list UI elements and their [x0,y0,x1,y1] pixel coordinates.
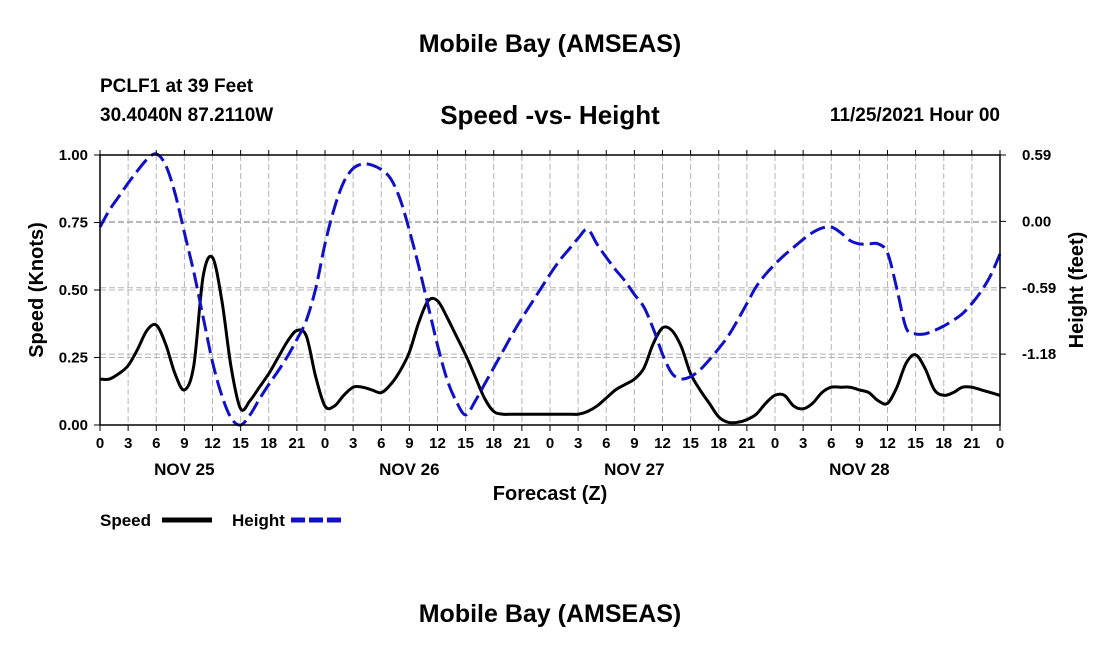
x-tick-label: 15 [457,435,474,452]
y-right-tick-label: 0.59 [1022,147,1051,164]
x-tick-label: 6 [377,435,385,452]
y-right-tick-label: 0.00 [1022,213,1051,230]
y-left-tick-label: 0.25 [59,350,88,367]
x-tick-label: 18 [710,435,727,452]
x-tick-label: 0 [96,435,104,452]
x-tick-label: 6 [152,435,160,452]
x-day-label: NOV 25 [154,460,214,479]
legend-height-label: Height [232,511,285,530]
x-tick-label: 6 [602,435,610,452]
x-tick-label: 12 [879,435,896,452]
x-tick-label: 12 [429,435,446,452]
x-tick-label: 15 [682,435,699,452]
y-axis-left-label: Speed (Knots) [26,222,48,358]
x-tick-label: 0 [996,435,1004,452]
x-day-label: NOV 27 [604,460,664,479]
y-left-tick-label: 0.75 [59,215,88,232]
legend-speed-label: Speed [100,511,151,530]
x-tick-label: 0 [546,435,554,452]
x-tick-label: 0 [321,435,329,452]
x-axis-label: Forecast (Z) [493,483,607,505]
axes: 0 3 6 9 12 15 18 21 0 3 6 9 12 15 18 21 0 3 6 9 12 15 18 21 0 3 6 9… [59,147,1056,479]
speed-height-chart: 0 3 6 9 12 15 18 21 0 3 6 9 12 15 18 21 0 3 6 9 12 15 18 21 0 3 6 9… [0,0,1100,650]
x-tick-label: 12 [654,435,671,452]
x-tick-label: 3 [574,435,582,452]
x-tick-label: 0 [771,435,779,452]
x-day-label: NOV 28 [829,460,889,479]
x-tick-label: 21 [739,435,756,452]
x-tick-label: 18 [260,435,277,452]
x-tick-label: 21 [964,435,981,452]
x-tick-label: 3 [349,435,357,452]
y-left-tick-label: 0.00 [59,417,88,434]
legend: Speed Height [100,511,341,530]
y-right-tick-label: -1.18 [1022,346,1056,363]
x-day-label: NOV 26 [379,460,439,479]
x-tick-label: 21 [514,435,531,452]
footer-title: Mobile Bay (AMSEAS) [0,600,1100,629]
x-tick-label: 18 [935,435,952,452]
x-tick-label: 3 [799,435,807,452]
y-left-tick-label: 1.00 [59,147,88,164]
x-tick-label: 6 [827,435,835,452]
x-tick-label: 3 [124,435,132,452]
x-tick-label: 12 [204,435,221,452]
x-tick-label: 9 [180,435,188,452]
x-tick-label: 9 [405,435,413,452]
x-tick-label: 9 [855,435,863,452]
x-tick-label: 15 [907,435,924,452]
y-axis-right-label: Height (feet) [1066,232,1088,349]
x-tick-label: 18 [485,435,502,452]
y-right-tick-label: -0.59 [1022,280,1056,297]
x-tick-label: 15 [232,435,249,452]
x-tick-label: 9 [630,435,638,452]
x-tick-label: 21 [289,435,306,452]
y-left-tick-label: 0.50 [59,282,88,299]
